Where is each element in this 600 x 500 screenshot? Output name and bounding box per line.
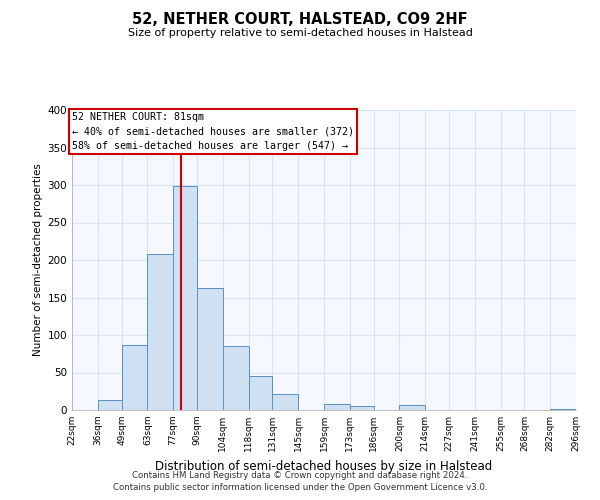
Bar [272, 394, 298, 410]
Bar [122, 345, 148, 410]
Bar [98, 400, 122, 410]
Y-axis label: Number of semi-detached properties: Number of semi-detached properties [33, 164, 43, 356]
Text: 52, NETHER COURT, HALSTEAD, CO9 2HF: 52, NETHER COURT, HALSTEAD, CO9 2HF [132, 12, 468, 28]
Text: Contains public sector information licensed under the Open Government Licence v3: Contains public sector information licen… [113, 483, 487, 492]
Bar [173, 186, 197, 410]
Bar [324, 404, 350, 410]
Bar [248, 376, 272, 410]
Bar [550, 408, 576, 410]
Bar [350, 406, 374, 410]
Text: 52 NETHER COURT: 81sqm
← 40% of semi-detached houses are smaller (372)
58% of se: 52 NETHER COURT: 81sqm ← 40% of semi-det… [72, 112, 354, 151]
Text: Size of property relative to semi-detached houses in Halstead: Size of property relative to semi-detach… [128, 28, 472, 38]
Text: Contains HM Land Registry data © Crown copyright and database right 2024.: Contains HM Land Registry data © Crown c… [132, 471, 468, 480]
X-axis label: Distribution of semi-detached houses by size in Halstead: Distribution of semi-detached houses by … [155, 460, 493, 472]
Bar [197, 288, 223, 410]
Bar [400, 405, 425, 410]
Bar [148, 254, 173, 410]
Bar [223, 346, 248, 410]
